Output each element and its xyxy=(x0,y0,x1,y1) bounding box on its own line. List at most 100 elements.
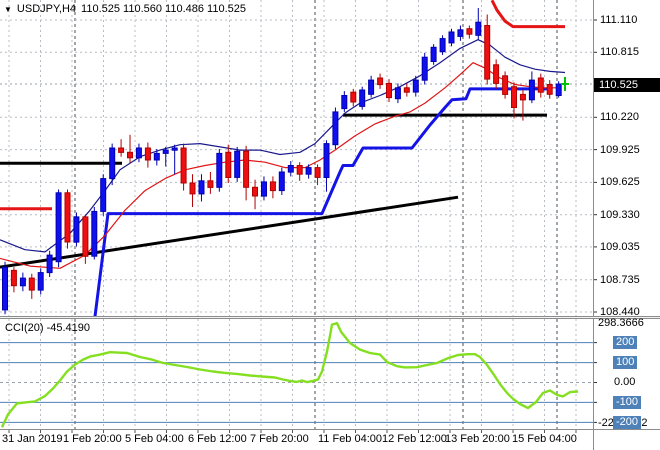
candle-bearish xyxy=(207,180,214,188)
support-step-line-blue[interactable] xyxy=(93,87,551,317)
time-axis-label: 5 Feb 04:00 xyxy=(125,433,184,445)
cci-level-badge: -100 xyxy=(613,395,642,409)
candle-bullish xyxy=(19,277,26,287)
time-axis-label: 1 Feb 20:00 xyxy=(63,433,122,445)
cci-level-badge: 100 xyxy=(613,356,638,370)
candle-bearish xyxy=(377,77,384,86)
price-axis-label: 111.110 xyxy=(600,14,638,26)
time-axis-label: 6 Feb 12:00 xyxy=(188,433,247,445)
candle-bullish xyxy=(448,31,455,44)
current-price-badge: 110.525 xyxy=(594,78,660,92)
candle-bullish xyxy=(37,272,44,291)
resistance-line-red[interactable] xyxy=(490,0,565,29)
price-axis-label: 109.625 xyxy=(600,176,640,189)
candle-bullish xyxy=(332,111,339,146)
candle-bearish xyxy=(296,165,303,175)
candle-bullish xyxy=(278,171,285,192)
main-pane xyxy=(0,0,593,317)
candle-bearish xyxy=(127,151,133,159)
candle-bearish xyxy=(484,25,491,80)
candle-bearish xyxy=(252,186,258,197)
candle-bearish xyxy=(225,151,232,179)
candle-bullish xyxy=(234,150,241,178)
time-axis-label: 31 Jan 2019 xyxy=(2,433,63,445)
candle-bearish xyxy=(537,77,544,93)
candle-bearish xyxy=(180,147,187,184)
symbol-dropdown-icon[interactable]: ▼ xyxy=(4,4,12,14)
candle-bullish xyxy=(171,147,178,151)
candle-bullish xyxy=(475,21,482,36)
candle-bearish xyxy=(502,75,509,95)
candle-bearish xyxy=(403,87,410,93)
candle-bullish xyxy=(216,152,223,188)
candle-bullish xyxy=(457,29,464,37)
price-axis-label: 110.220 xyxy=(600,111,639,124)
time-axis-label: 12 Feb 12:00 xyxy=(382,433,447,445)
candle-bullish xyxy=(305,167,312,175)
indicator-label: CCI(20) -45.4190 xyxy=(5,322,90,334)
symbol-header: ▼ USDJPY,H4 110.525 110.560 110.486 110.… xyxy=(4,3,246,15)
price-axis-label: 110.815 xyxy=(600,46,639,59)
candle-bearish xyxy=(466,28,473,35)
price-axis-label: 108.735 xyxy=(600,273,640,286)
time-axis-label: 15 Feb 04:00 xyxy=(512,433,577,445)
candle-bullish xyxy=(421,56,428,81)
symbol-title: USDJPY,H4 xyxy=(16,3,77,15)
price-axis-border xyxy=(593,0,594,450)
candle-bullish xyxy=(368,79,375,95)
time-axis-label: 7 Feb 20:00 xyxy=(250,433,309,445)
cci-level-badge: -200 xyxy=(613,415,642,429)
candle-bearish xyxy=(386,82,392,99)
price-axis-label: 109.330 xyxy=(600,208,640,221)
time-axis-label: 13 Feb 20:00 xyxy=(445,433,510,445)
candle-bullish xyxy=(528,79,535,101)
candle-bullish xyxy=(153,152,160,161)
candle-bullish xyxy=(2,266,8,311)
candle-bullish xyxy=(91,210,98,257)
candle-bullish xyxy=(162,149,169,154)
candle-bearish xyxy=(82,216,89,257)
candle-bullish xyxy=(555,83,562,96)
cci-pane xyxy=(0,319,593,429)
cci-zero-label: 0.00 xyxy=(614,376,636,388)
candle-bearish xyxy=(118,147,125,153)
candle-bullish xyxy=(73,216,80,243)
time-axis-label: 11 Feb 04:00 xyxy=(318,433,383,445)
candle-bullish xyxy=(46,254,53,274)
candle-bullish xyxy=(341,95,348,110)
candle-bearish xyxy=(64,192,71,243)
price-axis-label: 109.035 xyxy=(600,240,640,253)
candle-bearish xyxy=(350,91,357,103)
candle-bullish xyxy=(323,143,330,179)
cci-indicator-line xyxy=(0,321,579,428)
symbol-ohlc: 110.525 110.560 110.486 110.525 xyxy=(81,3,246,15)
cci-level-badge: 200 xyxy=(613,336,638,350)
candle-bullish xyxy=(261,181,267,197)
candle-bearish xyxy=(10,269,17,287)
price-axis-label: 108.440 xyxy=(600,306,640,318)
candle-bullish xyxy=(55,192,62,263)
pane-splitter[interactable] xyxy=(0,316,660,319)
candle-bearish xyxy=(28,277,35,291)
candle-bullish xyxy=(198,180,205,195)
candle-bearish xyxy=(511,86,517,108)
candle-bullish xyxy=(100,178,107,212)
candle-bullish xyxy=(287,165,294,173)
indicator-value: -45.4190 xyxy=(46,322,91,334)
indicator-name: CCI(20) xyxy=(5,322,44,334)
candle-bearish xyxy=(314,167,321,178)
trendline-black[interactable] xyxy=(0,195,459,269)
candle-bullish xyxy=(439,38,446,53)
candle-bullish xyxy=(412,79,419,93)
candle-bullish xyxy=(359,89,366,107)
candle-bearish xyxy=(189,182,196,195)
candle-bearish xyxy=(243,150,250,188)
candle-bullish xyxy=(430,46,437,62)
candle-bullish xyxy=(394,87,401,100)
candle-bearish xyxy=(144,147,151,161)
cci-max-label: 298.3666 xyxy=(598,317,644,329)
candle-bullish xyxy=(109,147,116,180)
candle-bearish xyxy=(269,181,276,192)
